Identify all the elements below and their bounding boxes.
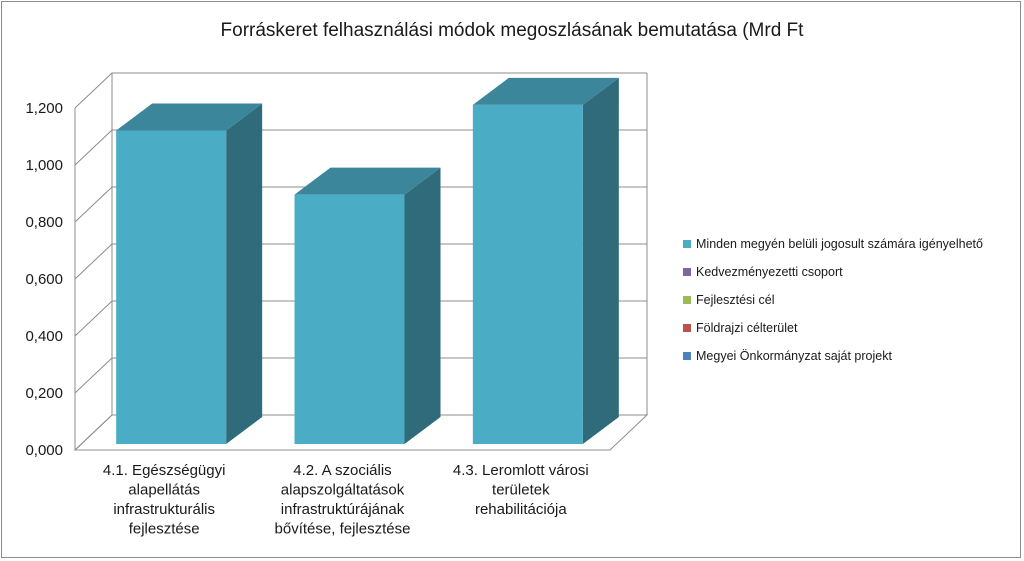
legend-entry: Kedvezményezetti csoport (696, 265, 843, 279)
gridline (74, 300, 647, 337)
x-tick-label: rehabilitációja (475, 501, 567, 518)
gridline (74, 129, 647, 166)
gridline (74, 186, 647, 223)
legend-entry: Megyei Önkormányzat saját projekt (696, 349, 892, 363)
bar-side (404, 167, 441, 444)
legend: Minden megyén belüli jogosult számára ig… (683, 237, 983, 363)
bar (294, 194, 405, 444)
gridline (74, 414, 647, 451)
y-tick-label: 1,000 (25, 157, 63, 174)
x-tick-label: 4.2. A szociális (293, 462, 391, 479)
gridline (74, 243, 647, 280)
legend-swatch (683, 352, 691, 360)
y-tick-label: 0,400 (25, 328, 63, 345)
legend-swatch (683, 296, 691, 304)
gridline (74, 357, 647, 394)
gridlines (74, 72, 647, 451)
legend-swatch (683, 324, 691, 332)
x-axis: 4.1. Egészségügyi alapellátás infrastruktu… (103, 462, 589, 538)
bar-top (116, 103, 263, 131)
legend-swatch (683, 268, 691, 276)
x-tick-label: infrastrukturális (113, 501, 215, 518)
bars (116, 77, 619, 444)
legend-entry: Minden megyén belüli jogosult számára ig… (696, 237, 983, 251)
y-axis: 0,000 0,200 0,400 0,600 0,800 1,000 1,200 (25, 100, 63, 459)
y-tick-label: 0,200 (25, 385, 63, 402)
legend-swatch (683, 240, 691, 248)
gridline (74, 72, 647, 109)
chart-title: Forráskeret felhasználási módok megoszlá… (221, 20, 805, 41)
bar-top (472, 77, 619, 105)
y-tick-label: 0,600 (25, 271, 63, 288)
y-tick-label: 1,200 (25, 100, 63, 117)
bar-side (582, 77, 619, 444)
x-tick-label: alapszolgáltatások (281, 482, 405, 499)
x-tick-label: alapellátás (128, 482, 200, 499)
bar (116, 130, 227, 444)
x-tick-label: 4.3. Leromlott városi (453, 462, 589, 479)
legend-entry: Fejlesztési cél (696, 293, 775, 307)
bar-side (226, 103, 263, 444)
bar-top (294, 167, 441, 195)
y-tick-label: 0,000 (25, 442, 63, 459)
bar (472, 104, 583, 444)
legend-entry: Földrajzi célterület (696, 321, 798, 335)
x-tick-label: infrastruktúrájának (281, 501, 405, 518)
y-tick-label: 0,800 (25, 214, 63, 231)
x-tick-label: területek (492, 482, 550, 499)
x-tick-label: bővítése, fejlesztése (275, 521, 411, 538)
x-tick-label: fejlesztése (129, 521, 200, 538)
x-tick-label: 4.1. Egészségügyi (103, 462, 226, 479)
